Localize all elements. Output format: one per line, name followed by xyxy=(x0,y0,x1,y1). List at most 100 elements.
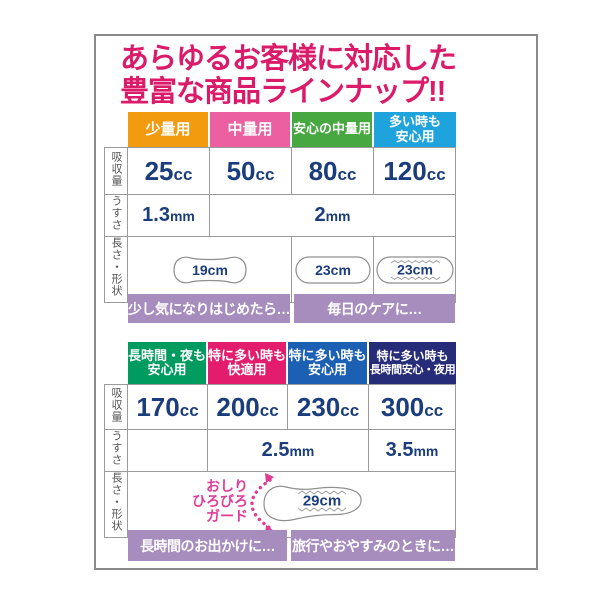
absorption-unit: cc xyxy=(255,164,275,184)
column-header-kaiteki: 特に多い時も 快適用 xyxy=(208,342,289,384)
absorption-unit: cc xyxy=(340,400,360,420)
absorption-unit: cc xyxy=(259,400,279,420)
absorption-unit: cc xyxy=(426,164,446,184)
row-label-absorption: 吸収量 xyxy=(104,147,128,195)
product-table-light: 少量用 中量用 安心の中量用 多い時も 安心用 吸収量 25cc 50cc 80… xyxy=(104,112,456,303)
page-title-line2: 豊富な商品ラインナップ!! xyxy=(120,76,446,108)
absorption-number: 25 xyxy=(144,155,174,186)
thinness-unit: mm xyxy=(169,208,195,224)
thinness-empty-cell xyxy=(128,430,209,472)
pad-19cm-cell: 19cm xyxy=(128,237,292,303)
table1-absorption-row: 吸収量 25cc 50cc 80cc 120cc xyxy=(104,147,456,195)
column-header-label: 特に多い時も xyxy=(288,347,367,363)
row-label-absorption: 吸収量 xyxy=(104,384,128,430)
table-corner-cell xyxy=(104,112,128,147)
absorption-number: 120 xyxy=(383,155,427,186)
column-header-label2: 快適用 xyxy=(227,362,267,377)
pad-29cm-shape: 29cm xyxy=(263,485,362,522)
column-header-tokuni-anshin: 特に多い時も 安心用 xyxy=(288,342,370,384)
table2-shape-row: 長さ・形状 おしり ひろびろ ガード 29cm xyxy=(104,472,457,538)
row-label-text: うすさ xyxy=(110,430,122,466)
pad-size-label: 29cm xyxy=(303,493,341,510)
pad-19cm-shape: 19cm xyxy=(172,256,247,283)
usage-note-light1: 少し気になりはじめたら… xyxy=(128,294,291,323)
row-label-text: 吸収量 xyxy=(110,386,122,423)
absorption-value: 120cc xyxy=(374,147,456,195)
absorption-unit: cc xyxy=(424,400,444,420)
pad-23cm-gathers-shape: 23cm xyxy=(375,255,454,284)
column-header-label2: 安心用 xyxy=(395,128,435,144)
thinness-value-shared: 2mm xyxy=(210,195,456,237)
gathers-lines-bottom xyxy=(390,275,440,280)
column-header-label: 少量用 xyxy=(145,121,191,138)
pad-size-label: 19cm xyxy=(192,262,228,278)
hip-guard-callout: おしり ひろびろ ガード xyxy=(178,479,248,524)
absorption-value: 50cc xyxy=(210,147,292,195)
page-title-line1: あらゆるお客様に対応した xyxy=(120,43,457,75)
column-header-label2: 長時間安心・夜用 xyxy=(369,364,456,376)
gathers-lines-top xyxy=(297,490,347,495)
table2-header-row: 長時間・夜も 安心用 特に多い時も 快適用 特に多い時も 安心用 特に多い時も … xyxy=(104,342,457,384)
callout-line: おしり xyxy=(206,478,248,494)
thinness-value: 1.3mm xyxy=(128,195,210,237)
row-label-length-shape: 長さ・形状 xyxy=(104,237,128,303)
absorption-value: 80cc xyxy=(292,147,374,195)
thinness-number: 3.5 xyxy=(385,439,414,461)
column-header-churyo: 中量用 xyxy=(210,112,292,147)
pad-29cm-cell: おしり ひろびろ ガード 29cm xyxy=(128,472,457,538)
column-header-label2: 安心用 xyxy=(308,362,348,377)
table1-footer: 少し気になりはじめたら… 毎日のケアに… xyxy=(128,294,455,323)
absorption-number: 300 xyxy=(380,391,425,422)
absorption-number: 200 xyxy=(216,391,260,422)
callout-line: ひろびろ xyxy=(192,493,248,509)
thinness-number: 2.5 xyxy=(261,439,290,461)
thinness-number: 1.3 xyxy=(142,204,170,226)
usage-note-heavy1: 長時間のお出かけに… xyxy=(128,530,287,561)
row-label-length-shape: 長さ・形状 xyxy=(104,472,128,538)
column-header-label: 特に多い時も xyxy=(376,349,449,363)
absorption-value: 300cc xyxy=(369,384,457,430)
absorption-number: 230 xyxy=(296,391,341,422)
thinness-unit: mm xyxy=(289,443,315,459)
table1-shape-row: 長さ・形状 19cm 23cm 23cm xyxy=(104,237,456,303)
page-title: あらゆるお客様に対応した 豊富な商品ラインナップ!! xyxy=(120,43,457,109)
usage-note-light2: 毎日のケアに… xyxy=(294,294,455,323)
pad-23cm-shape: 23cm xyxy=(294,255,371,284)
row-label-text: 吸収量 xyxy=(110,150,122,187)
column-header-label: 多い時も xyxy=(388,114,441,129)
column-header-yoru: 特に多い時も 長時間安心・夜用 xyxy=(369,342,457,384)
row-label-text: うすさ xyxy=(110,195,122,231)
thinness-number: 2 xyxy=(314,204,326,226)
absorption-unit: cc xyxy=(173,164,193,184)
table1-thinness-row: うすさ 1.3mm 2mm xyxy=(104,195,456,237)
table1-header-row: 少量用 中量用 安心の中量用 多い時も 安心用 xyxy=(104,112,456,147)
pad-23cm-cell: 23cm xyxy=(292,237,374,303)
row-label-text: 長さ・形状 xyxy=(110,472,122,532)
pad-size-label: 23cm xyxy=(397,261,433,277)
absorption-unit: cc xyxy=(337,164,357,184)
table-corner-cell xyxy=(104,342,128,384)
column-header-ooitoki: 多い時も 安心用 xyxy=(374,112,456,147)
column-header-label: 安心の中量用 xyxy=(292,121,371,137)
table2-footer: 長時間のお出かけに… 旅行やおやすみのときに… xyxy=(128,530,455,561)
column-header-chojikan: 長時間・夜も 安心用 xyxy=(128,342,209,384)
absorption-value: 230cc xyxy=(288,384,370,430)
table2-thinness-row: うすさ 2.5mm 3.5mm xyxy=(104,430,457,472)
column-header-label: 長時間・夜も xyxy=(128,347,207,363)
thinness-value: 3.5mm xyxy=(369,430,457,472)
content-frame: あらゆるお客様に対応した 豊富な商品ラインナップ!! 少量用 中量用 安心の中量… xyxy=(94,34,538,570)
product-table-heavy: 長時間・夜も 安心用 特に多い時も 快適用 特に多い時も 安心用 特に多い時も … xyxy=(104,342,457,538)
table2-absorption-row: 吸収量 170cc 200cc 230cc 300cc xyxy=(104,384,457,430)
row-label-thinness: うすさ xyxy=(104,195,128,237)
callout-line: ガード xyxy=(206,508,248,524)
pad-size-label: 23cm xyxy=(315,262,351,278)
column-header-shoryo: 少量用 xyxy=(128,112,210,147)
row-label-thinness: うすさ xyxy=(104,430,128,472)
absorption-value: 200cc xyxy=(208,384,289,430)
thinness-unit: mm xyxy=(325,208,351,224)
column-header-anshin-churyo: 安心の中量用 xyxy=(292,112,374,147)
column-header-label: 中量用 xyxy=(227,121,273,138)
pad-23cm-gathers-cell: 23cm xyxy=(374,237,456,303)
thinness-value-shared: 2.5mm xyxy=(208,430,370,472)
absorption-value: 170cc xyxy=(128,384,209,430)
